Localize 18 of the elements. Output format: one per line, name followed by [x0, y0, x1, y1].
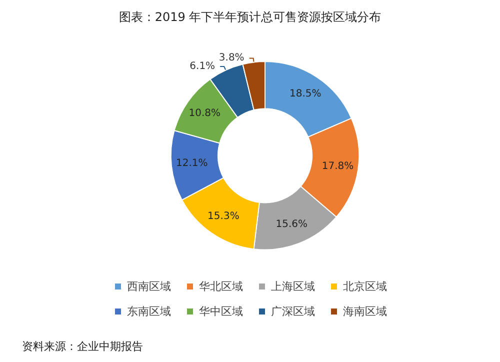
text: 资料来源：企业中期报告	[22, 340, 143, 353]
data-label: 6.1%	[190, 60, 216, 72]
legend-label: 上海区域	[271, 280, 315, 293]
chart-title: 图表：2019 年下半年预计总可售资源按区域分布	[118, 10, 382, 24]
legend-label: 华中区域	[199, 305, 243, 318]
data-label: 15.3%	[208, 210, 240, 222]
data-label: 12.1%	[176, 158, 208, 170]
legend-label: 华北区域	[199, 280, 243, 293]
data-label: 10.8%	[188, 108, 221, 120]
legend-label: 东南区域	[127, 305, 171, 318]
legend-label: 西南区域	[127, 280, 171, 293]
legend-label: 北京区域	[343, 280, 387, 293]
data-label: 15.6%	[276, 218, 308, 230]
data-label: 18.5%	[290, 88, 322, 100]
data-label: 17.8%	[322, 161, 354, 172]
legend-label: 海南区域	[343, 305, 387, 318]
legend-label: 广深区域	[271, 305, 315, 318]
data-label: 3.8%	[218, 52, 244, 64]
